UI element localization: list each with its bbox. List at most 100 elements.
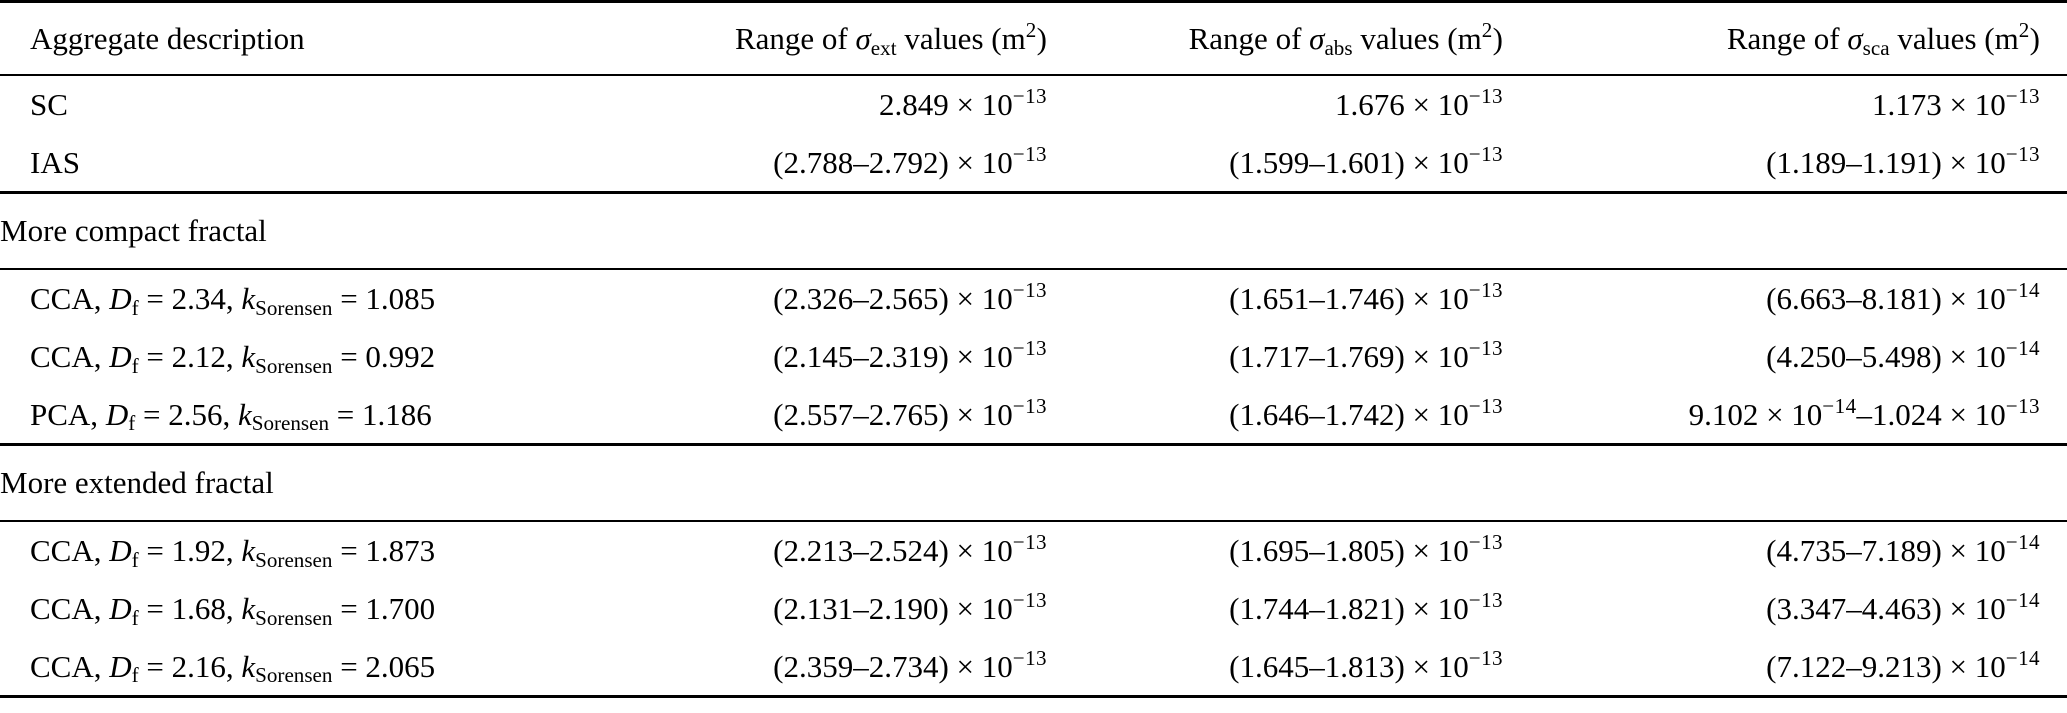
cell-aggregate-description: CCA, Df = 1.92, kSorensen = 1.873: [0, 521, 530, 580]
superscript: 2: [1025, 18, 1037, 43]
cell-sigma-ext-range: (2.326–2.565) × 10−13: [530, 269, 1047, 328]
text-run: = 0.992: [332, 338, 436, 374]
cell-sigma-abs-range: (1.651–1.746) × 10−13: [1047, 269, 1503, 328]
text-run: values (m: [896, 21, 1026, 56]
header-sigma-abs-range: Range of σabs values (m2): [1047, 2, 1503, 75]
text-run: More compact fractal: [0, 213, 267, 249]
subscript: f: [131, 547, 139, 572]
text-run: Range of: [1726, 21, 1848, 56]
italic-run: D: [109, 648, 132, 684]
text-run: 1.173 × 10: [1872, 86, 2006, 122]
text-run: (7.122–9.213) × 10: [1766, 648, 2006, 684]
cell-sigma-sca-range: (4.735–7.189) × 10−14: [1503, 521, 2067, 580]
italic-run: σ: [1847, 21, 1863, 56]
text-run: (1.599–1.601) × 10: [1229, 144, 1469, 180]
cell-aggregate-description: SC: [0, 75, 530, 134]
italic-run: k: [241, 338, 256, 374]
italic-run: D: [105, 396, 129, 432]
superscript: −13: [1468, 278, 1503, 303]
text-run: (2.359–2.734) × 10: [773, 648, 1013, 684]
cell-sigma-abs-range: (1.599–1.601) × 10−13: [1047, 134, 1503, 193]
text-run: CCA,: [30, 590, 110, 626]
cell-sigma-ext-range: (2.213–2.524) × 10−13: [530, 521, 1047, 580]
text-run: –1.024 × 10: [1856, 396, 2006, 432]
cell-sigma-abs-range: (1.695–1.805) × 10−13: [1047, 521, 1503, 580]
italic-run: k: [241, 648, 256, 684]
text-run: More extended fractal: [0, 465, 274, 501]
cell-sigma-ext-range: (2.788–2.792) × 10−13: [530, 134, 1047, 193]
table-row: CCA, Df = 2.16, kSorensen = 2.065 (2.359–…: [0, 638, 2067, 697]
text-run: values (m: [1889, 21, 2019, 56]
cell-aggregate-description: CCA, Df = 2.34, kSorensen = 1.085: [0, 269, 530, 328]
text-run: 2.849 × 10: [879, 86, 1013, 122]
subscript: Sorensen: [255, 353, 333, 378]
cell-sigma-abs-range: (1.646–1.742) × 10−13: [1047, 386, 1503, 445]
header-sigma-sca-range: Range of σsca values (m2): [1503, 2, 2067, 75]
table-row: CCA, Df = 2.12, kSorensen = 0.992 (2.145–…: [0, 328, 2067, 386]
superscript: −13: [1468, 530, 1503, 555]
italic-run: D: [109, 281, 132, 316]
cell-sigma-sca-range: (7.122–9.213) × 10−14: [1503, 638, 2067, 697]
italic-run: k: [237, 396, 252, 432]
text-run: CCA,: [30, 648, 110, 684]
text-run: 1.676 × 10: [1335, 86, 1469, 122]
superscript: −14: [1822, 393, 1857, 418]
cell-sigma-abs-range: (1.744–1.821) × 10−13: [1047, 580, 1503, 638]
superscript: −13: [1012, 141, 1047, 166]
header-aggregate-description: Aggregate description: [0, 2, 530, 75]
cell-sigma-sca-range: 9.102 × 10−14–1.024 × 10−13: [1503, 386, 2067, 445]
cell-sigma-abs-range: (1.645–1.813) × 10−13: [1047, 638, 1503, 697]
text-run: (4.735–7.189) × 10: [1766, 533, 2006, 568]
subscript: abs: [1324, 35, 1353, 60]
text-run: Range of: [734, 21, 856, 56]
superscript: −13: [2005, 141, 2040, 166]
cell-sigma-abs-range: 1.676 × 10−13: [1047, 75, 1503, 134]
superscript: −13: [1468, 141, 1503, 166]
text-run: (2.788–2.792) × 10: [773, 144, 1013, 180]
section-title: More extended fractal: [0, 445, 2067, 521]
table-header: Aggregate description Range of σext value…: [0, 2, 2067, 75]
cell-aggregate-description: CCA, Df = 2.12, kSorensen = 0.992: [0, 328, 530, 386]
superscript: −13: [1012, 393, 1047, 418]
cell-aggregate-description: IAS: [0, 134, 530, 193]
superscript: 2: [1481, 18, 1493, 43]
text-run: = 2.16,: [138, 648, 242, 684]
cell-aggregate-description: CCA, Df = 1.68, kSorensen = 1.700: [0, 580, 530, 638]
superscript: −14: [2005, 278, 2040, 303]
subscript: f: [131, 353, 139, 378]
superscript: −13: [1012, 645, 1047, 670]
superscript: −13: [1468, 393, 1503, 418]
text-run: 9.102 × 10: [1688, 396, 1823, 432]
superscript: −13: [1468, 645, 1503, 670]
superscript: −14: [2005, 530, 2040, 555]
text-run: (2.326–2.565) × 10: [773, 281, 1013, 316]
cell-sigma-ext-range: (2.557–2.765) × 10−13: [530, 386, 1047, 445]
superscript: 2: [2018, 18, 2030, 43]
superscript: −13: [1012, 84, 1047, 109]
section-row: More extended fractal: [0, 444, 2067, 521]
text-run: (1.189–1.191) × 10: [1766, 144, 2006, 180]
superscript: −13: [1012, 278, 1047, 303]
subscript: f: [131, 605, 139, 630]
section-title: More compact fractal: [0, 193, 2067, 269]
superscript: −13: [2005, 84, 2040, 109]
superscript: −13: [1468, 588, 1503, 613]
cell-sigma-sca-range: (4.250–5.498) × 10−14: [1503, 328, 2067, 386]
subscript: f: [131, 295, 139, 320]
italic-run: D: [109, 338, 132, 374]
text-run: = 2.065: [332, 648, 436, 684]
text-run: ): [2029, 21, 2040, 56]
subscript: Sorensen: [255, 547, 333, 572]
text-run: (1.717–1.769) × 10: [1229, 338, 1469, 374]
cell-sigma-ext-range: (2.131–2.190) × 10−13: [530, 580, 1047, 638]
text-run: = 2.34,: [138, 281, 242, 316]
cell-aggregate-description: CCA, Df = 2.16, kSorensen = 2.065: [0, 638, 530, 697]
text-run: (2.131–2.190) × 10: [773, 590, 1013, 626]
text-run: = 1.68,: [138, 590, 242, 626]
superscript: −14: [2005, 336, 2040, 361]
text-run: (6.663–8.181) × 10: [1766, 281, 2006, 316]
table-row: CCA, Df = 1.92, kSorensen = 1.873 (2.213–…: [0, 521, 2067, 580]
subscript: Sorensen: [255, 605, 333, 630]
text-run: ): [1492, 21, 1503, 56]
text-run: = 1.700: [332, 590, 436, 626]
